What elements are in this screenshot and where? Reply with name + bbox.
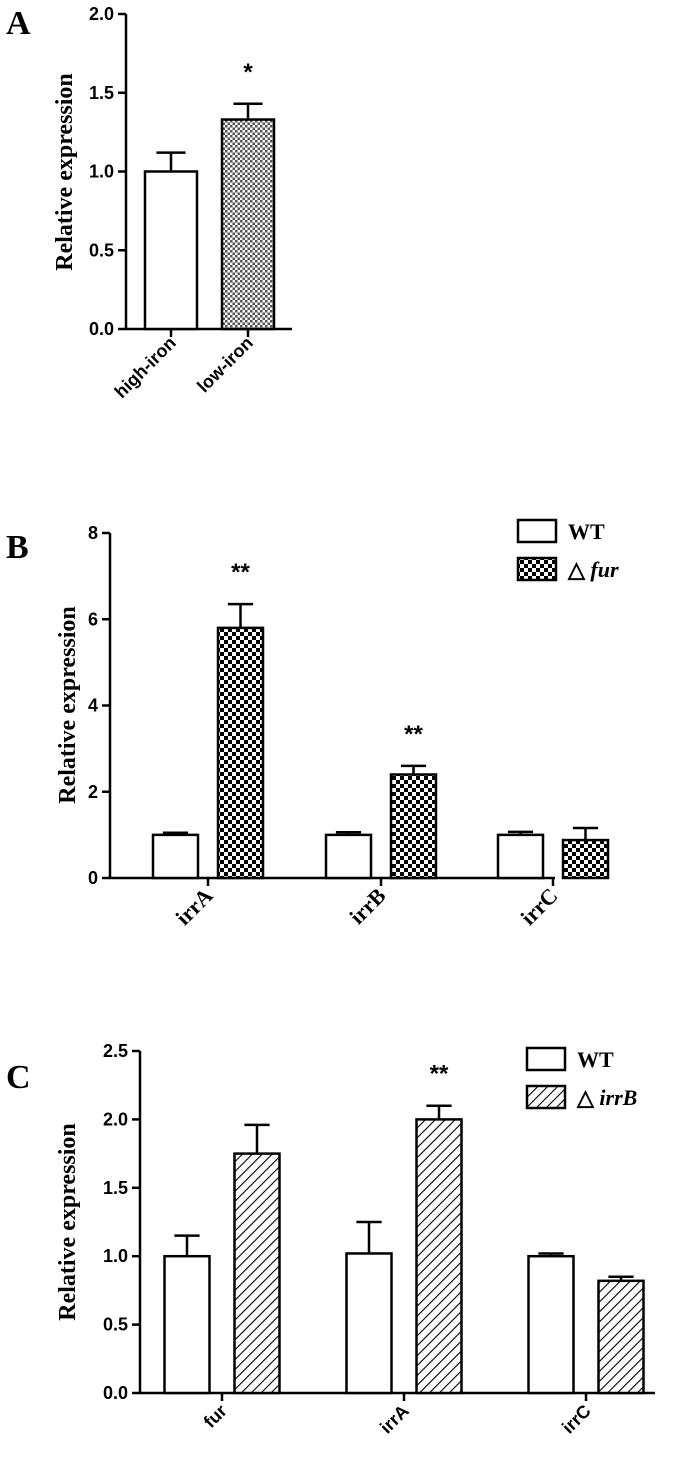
y-tick-label: 0.5	[89, 240, 114, 260]
bar	[389, 773, 438, 880]
bar	[561, 838, 610, 880]
bar	[496, 833, 545, 880]
chart-panel-c: 0.0 0.5 1.0 1.5 2.0 2.5 Relative expression fur…	[55, 1041, 655, 1437]
y-tick-label: 1.5	[89, 83, 114, 103]
x-tick-label: fur	[200, 1401, 231, 1432]
x-tick-label: irrA	[170, 883, 217, 930]
bar	[151, 833, 200, 880]
y-tick-label: 8	[88, 523, 98, 543]
significance-label: *	[243, 59, 253, 86]
y-tick-label: 2	[88, 782, 98, 802]
x-tick-label: irrC	[515, 883, 562, 930]
y-tick-label: 2.0	[89, 4, 114, 24]
y-axis-label: Relative expression	[55, 606, 81, 804]
y-tick-label: 2.0	[103, 1109, 128, 1129]
y-tick-label: 1.0	[89, 162, 114, 182]
legend-swatch	[516, 556, 558, 582]
panel-letter-c: C	[6, 1059, 31, 1096]
y-tick-label: 6	[88, 609, 98, 629]
significance-label: **	[430, 1061, 449, 1088]
y-tick-label: 0.0	[89, 319, 114, 339]
chart-panel-b: 0 2 4 6 8 Relative expression ** irrA ** irrB irrC…	[55, 518, 619, 930]
y-tick-label: 0.0	[103, 1383, 128, 1403]
x-tick-label: low-iron	[193, 333, 257, 397]
panel-letter-b: B	[6, 529, 29, 566]
bar	[527, 1254, 575, 1395]
bar	[415, 1118, 463, 1395]
y-tick-label: 2.5	[103, 1041, 128, 1061]
legend-label: △ irrB	[576, 1085, 637, 1110]
y-axis-label: Relative expression	[52, 73, 78, 271]
x-tick-label: irrB	[344, 883, 390, 929]
legend-swatch	[525, 1084, 567, 1110]
bar	[163, 1254, 211, 1395]
y-tick-label: 0	[88, 868, 98, 888]
significance-label: **	[404, 721, 423, 748]
legend-swatch	[525, 1046, 567, 1072]
y-tick-label: 4	[88, 696, 98, 716]
legend-swatch	[516, 518, 558, 544]
bar	[345, 1252, 393, 1395]
chart-panel-a: 0.0 0.5 1.0 1.5 2.0 Relative expression high-i…	[52, 4, 292, 402]
legend-label: WT	[577, 1047, 614, 1072]
x-tick-label: irrC	[558, 1401, 595, 1438]
bar	[324, 833, 373, 880]
bar	[143, 170, 199, 331]
legend-label: △ fur	[567, 557, 619, 582]
bar	[597, 1279, 645, 1395]
y-tick-label: 1.5	[103, 1178, 128, 1198]
legend-label: WT	[568, 519, 605, 544]
bar	[220, 118, 276, 331]
x-tick-label: high-iron	[111, 333, 180, 402]
y-axis-label: Relative expression	[55, 1123, 81, 1321]
bar	[233, 1152, 281, 1395]
panel-letter-a: A	[6, 5, 31, 42]
x-tick-label: irrA	[376, 1401, 413, 1438]
y-tick-label: 0.5	[103, 1315, 128, 1335]
significance-label: **	[231, 559, 250, 586]
y-tick-label: 1.0	[103, 1246, 128, 1266]
bar	[216, 626, 265, 880]
